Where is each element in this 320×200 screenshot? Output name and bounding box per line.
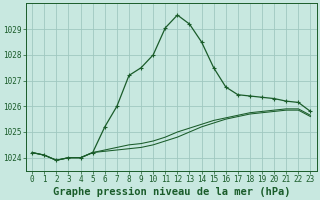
X-axis label: Graphe pression niveau de la mer (hPa): Graphe pression niveau de la mer (hPa) bbox=[52, 186, 290, 197]
